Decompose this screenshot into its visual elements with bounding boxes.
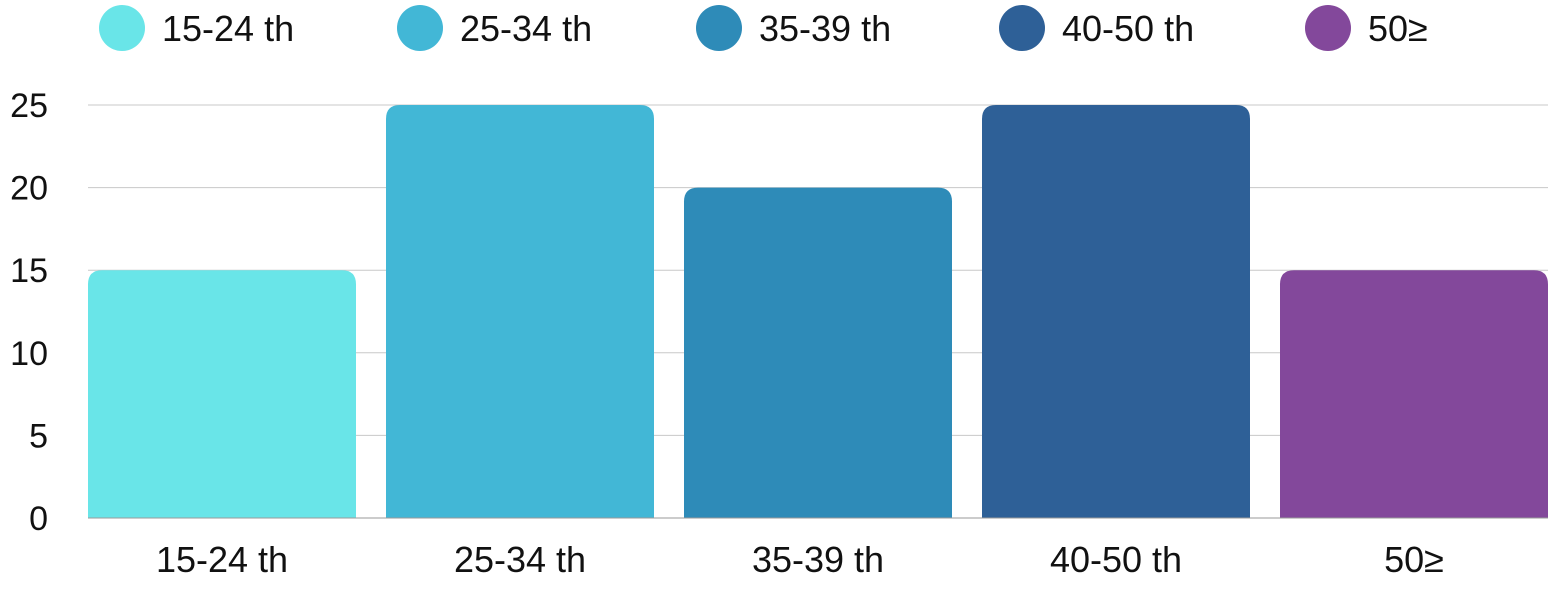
legend-swatch [999,5,1045,51]
bar-5 [1280,270,1548,518]
x-tick-label: 40-50 th [1050,539,1182,580]
legend-label: 35-39 th [759,8,891,49]
bars [88,105,1548,518]
legend-label: 50≥ [1368,8,1428,49]
y-tick-label: 0 [29,500,48,538]
y-tick-label: 10 [10,335,48,373]
legend-swatch [99,5,145,51]
x-tick-label: 25-34 th [454,539,586,580]
y-tick-label: 5 [29,417,48,455]
x-tick-label: 50≥ [1384,539,1444,580]
legend-label: 40-50 th [1062,8,1194,49]
y-tick-label: 20 [10,170,48,208]
legend: 15-24 th 25-34 th 35-39 th 40-50 th 50≥ [99,5,1428,51]
bar-1 [88,270,356,518]
y-tick-label: 15 [10,252,48,290]
legend-label: 15-24 th [162,8,294,49]
legend-swatch [397,5,443,51]
x-tick-label: 15-24 th [156,539,288,580]
y-tick-label: 25 [10,87,48,125]
bar-4 [982,105,1250,518]
bar-2 [386,105,654,518]
legend-label: 25-34 th [460,8,592,49]
legend-swatch [1305,5,1351,51]
legend-swatch [696,5,742,51]
bar-3 [684,187,952,518]
x-tick-label: 35-39 th [752,539,884,580]
